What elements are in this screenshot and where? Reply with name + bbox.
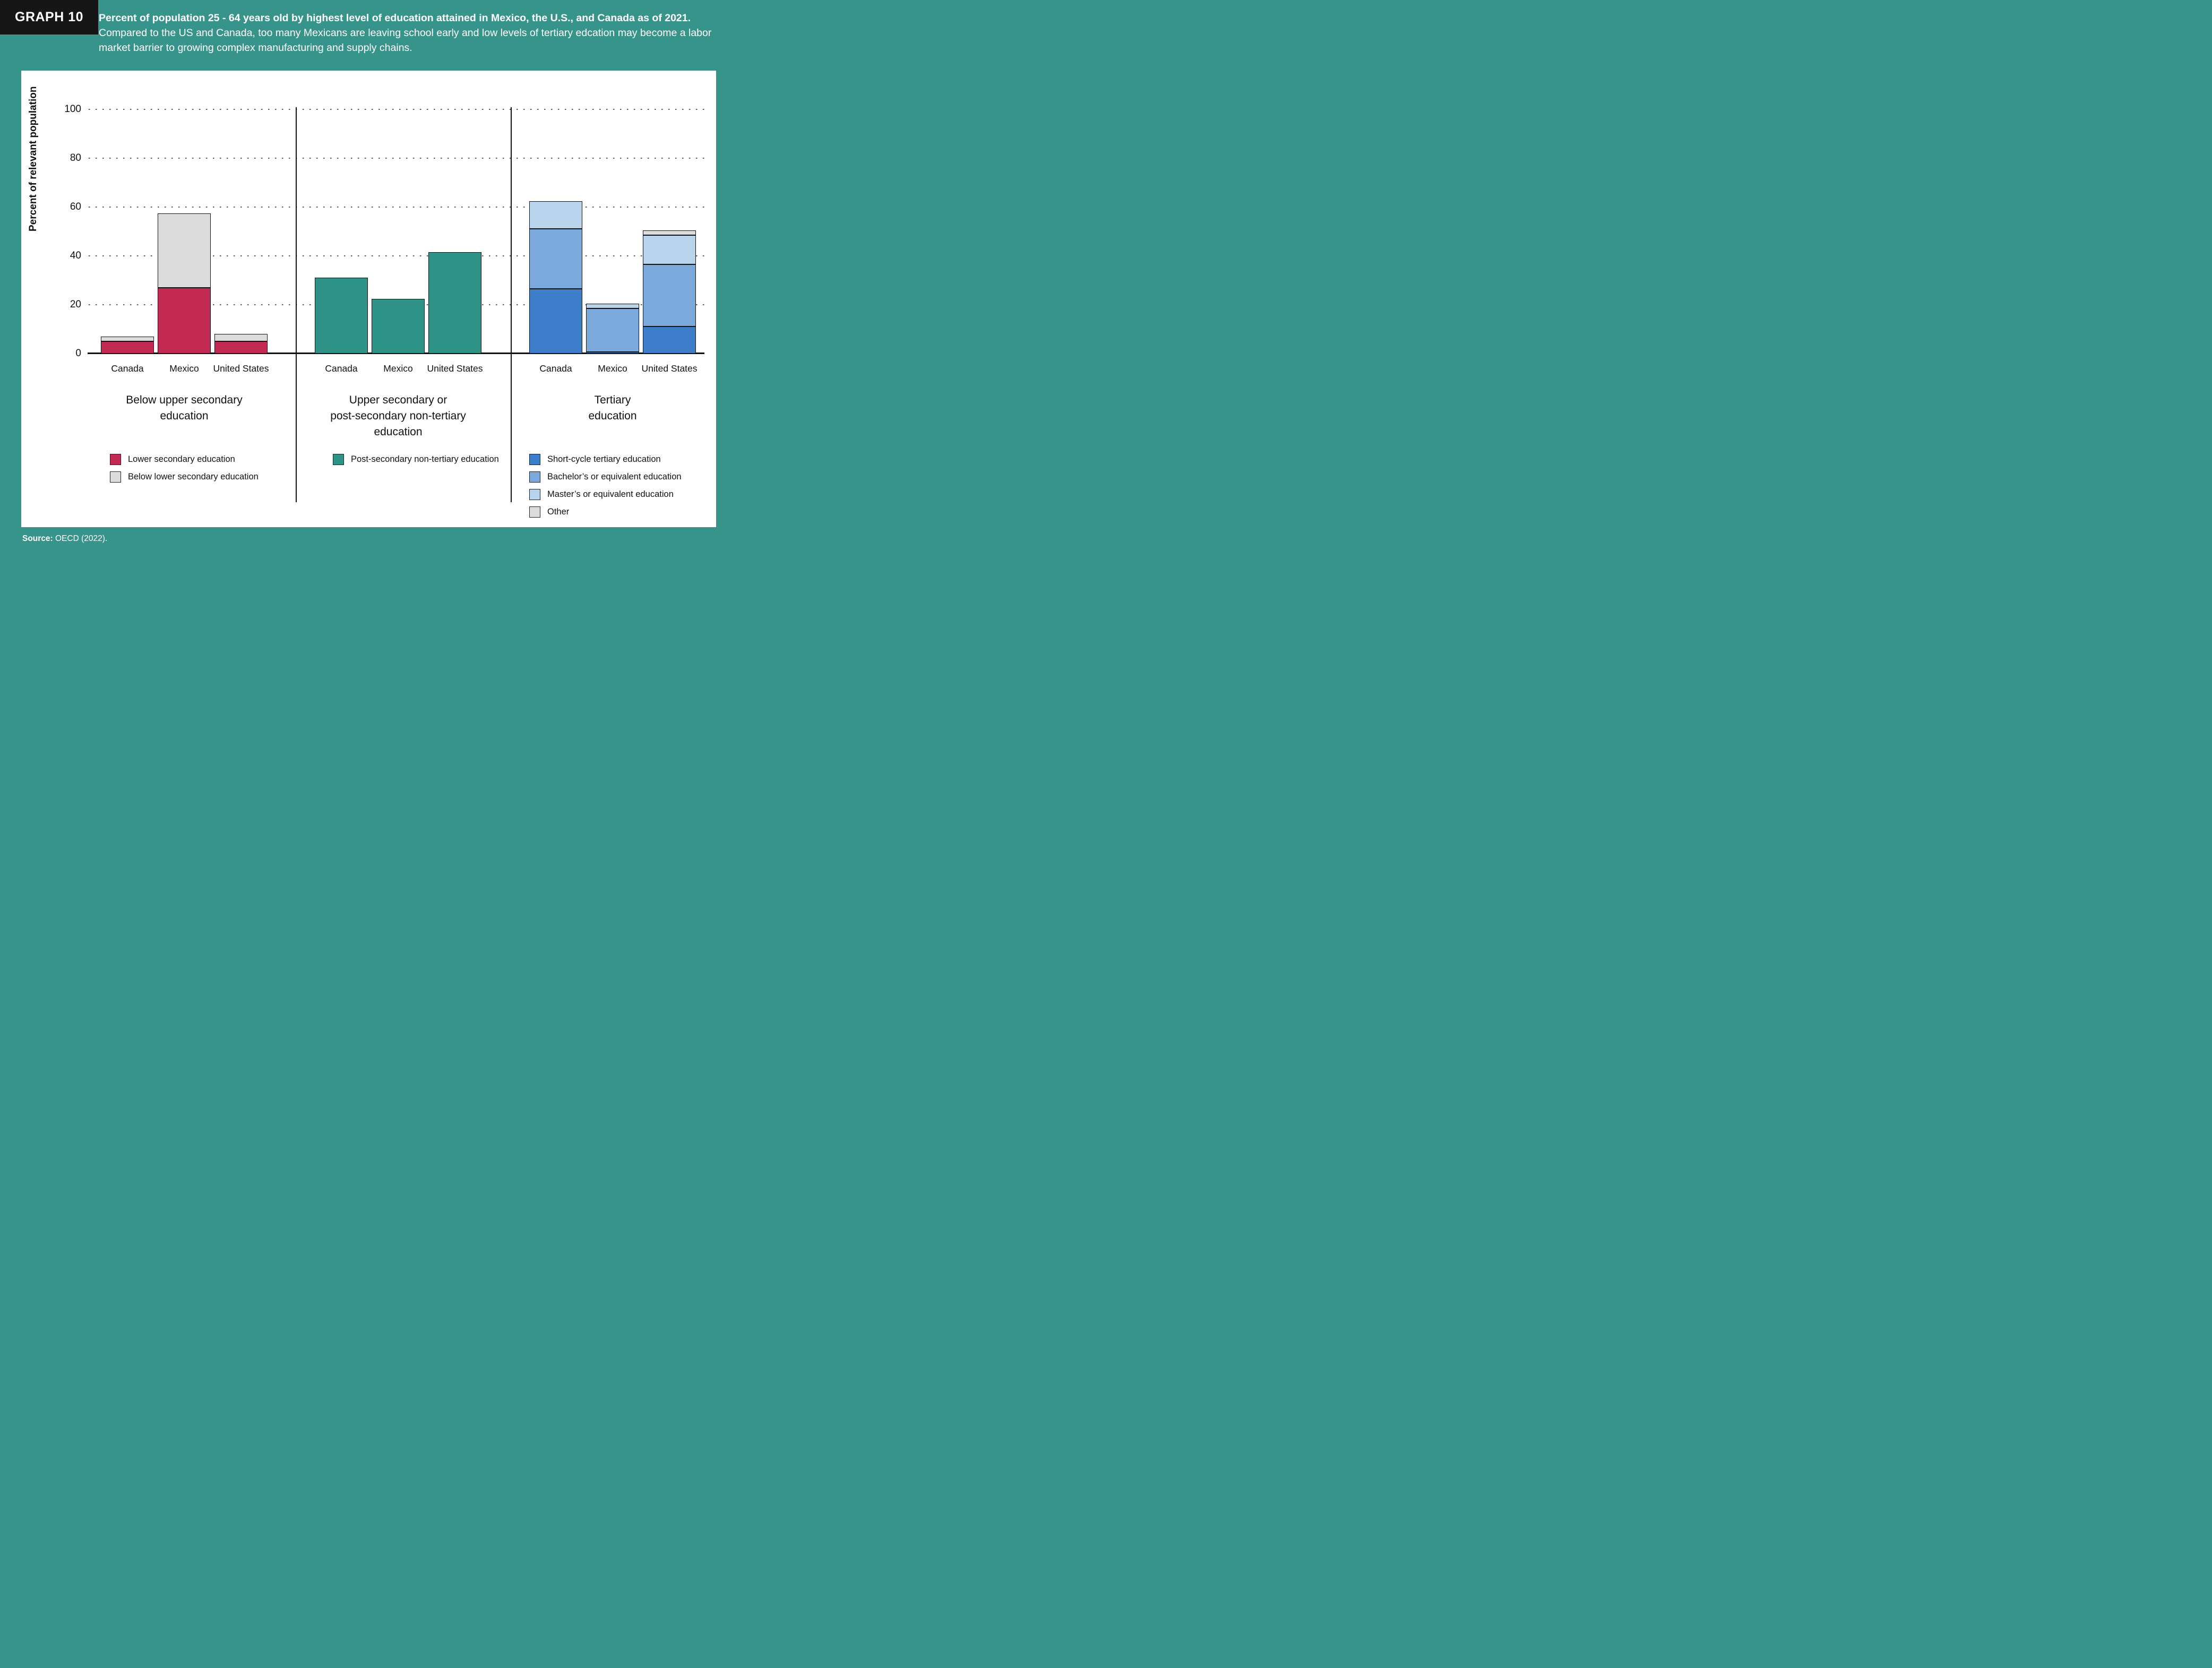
bar-segment [643, 230, 696, 235]
group-separator-2 [511, 107, 512, 502]
bar-segment [529, 201, 582, 229]
legend-item: Short-cycle tertiary education [529, 451, 682, 468]
legend-swatch [529, 471, 540, 483]
graph-number-badge: GRAPH 10 [0, 0, 99, 35]
legend-swatch [529, 506, 540, 518]
legend-swatch [529, 454, 540, 465]
category-label: Mexico [169, 363, 199, 374]
group-title: Tertiary education [588, 394, 637, 422]
bar-segment [643, 264, 696, 327]
group-title: Upper secondary or post-secondary non-ter… [330, 394, 466, 438]
bar-segment [372, 298, 425, 354]
gridline [89, 207, 704, 208]
legend-group: Short-cycle tertiary education Bachelor’s… [529, 451, 682, 521]
chart-panel: Percent of relevant population 0 20 40 60 80… [21, 71, 716, 527]
legend-label: Below lower secondary education [128, 472, 259, 482]
group-title: Below upper secondary education [126, 394, 243, 422]
bar-segment [428, 252, 481, 354]
source-text: OECD (2022). [53, 534, 108, 543]
bar-segment [158, 213, 211, 288]
legend-label: Post-secondary non-tertiary education [351, 454, 499, 464]
bar-segment [315, 278, 368, 354]
chart-caption-bold: Percent of population 25 - 64 years old … [99, 12, 691, 24]
legend-group: Lower secondary education Below lower sec… [110, 451, 259, 486]
legend-group: Post-secondary non-tertiary education [333, 451, 499, 468]
category-label: United States [641, 363, 698, 374]
group-separator-1 [296, 107, 297, 502]
category-label: Canada [111, 363, 144, 374]
gridline [89, 158, 704, 159]
y-tick-label: 0 [75, 348, 81, 359]
plot-area [88, 107, 704, 502]
y-tick-label: 60 [70, 201, 81, 212]
bar-segment [101, 341, 154, 354]
category-labels: Canada Mexico United States Canada Mexico Uni… [89, 363, 704, 379]
legend-label: Short-cycle tertiary education [547, 454, 661, 464]
legend-item: Master’s or equivalent education [529, 486, 682, 503]
bar-segment [586, 351, 639, 354]
legend-item: Post-secondary non-tertiary education [333, 451, 499, 468]
y-axis-ticks: 0 20 40 60 80 100 [47, 104, 81, 359]
bar-segment [529, 229, 582, 289]
category-label: United States [427, 363, 483, 374]
y-tick-label: 20 [70, 299, 81, 310]
y-tick-label: 100 [64, 104, 81, 115]
bar-segment [101, 336, 154, 341]
bar-segment [586, 308, 639, 352]
category-label: Canada [539, 363, 572, 374]
gridline [89, 255, 704, 256]
legend-label: Other [547, 507, 570, 517]
bar-segment [529, 289, 582, 354]
category-label: United States [213, 363, 269, 374]
bar-segment [643, 326, 696, 354]
legend-swatch [529, 489, 540, 500]
legend-item: Bachelor’s or equivalent education [529, 468, 682, 486]
legend-swatch [110, 471, 121, 483]
gridline [89, 109, 704, 110]
legend-label: Lower secondary education [128, 454, 235, 464]
y-tick-label: 80 [70, 152, 81, 164]
bar-segment [214, 334, 268, 341]
page: GRAPH 10 Percent of population 25 - 64 y… [0, 0, 737, 556]
legend-item: Other [529, 503, 682, 521]
bar-segment [643, 235, 696, 265]
chart-caption: Percent of population 25 - 64 years old … [99, 11, 728, 55]
category-label: Mexico [598, 363, 627, 374]
legend-label: Bachelor’s or equivalent education [547, 472, 682, 482]
bar-segment [586, 303, 639, 308]
source-note: Source: OECD (2022). [22, 534, 107, 544]
bar-segment [158, 287, 211, 354]
legend-item: Lower secondary education [110, 451, 259, 468]
legend-label: Master’s or equivalent education [547, 489, 674, 499]
category-label: Mexico [383, 363, 413, 374]
y-tick-label: 40 [70, 250, 81, 261]
category-label: Canada [325, 363, 358, 374]
source-label: Source: [22, 534, 53, 543]
chart-caption-rest: Compared to the US and Canada, too many … [99, 27, 712, 54]
legend-item: Below lower secondary education [110, 468, 259, 486]
legend-swatch [110, 454, 121, 465]
legend-swatch [333, 454, 344, 465]
bar-segment [214, 341, 268, 354]
